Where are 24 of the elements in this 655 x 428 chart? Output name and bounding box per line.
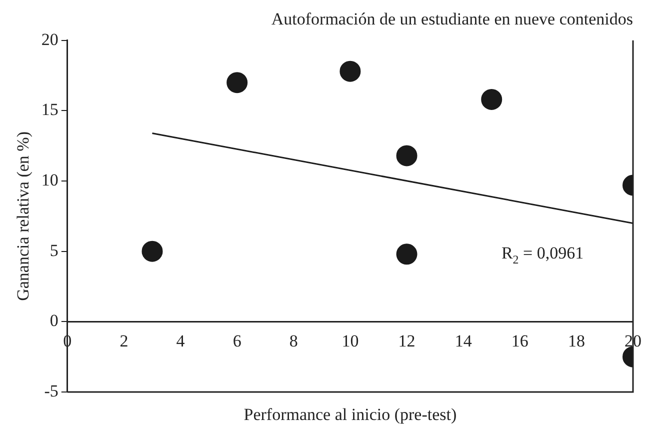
x-tick-label: 8 — [289, 331, 298, 350]
x-tick-label: 18 — [568, 331, 585, 350]
point — [396, 244, 418, 265]
chart-title: Autoformación de un estudiante en nueve contenidos — [271, 10, 633, 29]
y-tick-label: 10 — [41, 170, 58, 190]
point — [142, 240, 163, 262]
y-axis-title: Ganancia relativa (en %) — [14, 131, 33, 301]
y-tick-label: 0 — [50, 311, 58, 330]
point — [481, 88, 502, 110]
point — [396, 145, 418, 166]
x-tick-label: 2 — [120, 331, 128, 350]
x-tick-label: 12 — [398, 331, 416, 350]
x-tick-label: 4 — [176, 331, 186, 350]
y-tick-label: -5 — [44, 381, 58, 400]
point — [226, 72, 248, 94]
x-axis-title: Performance al inicio (pre-test) — [244, 405, 457, 424]
y-tick-label: 5 — [50, 240, 58, 260]
y-tick-label: 15 — [41, 100, 58, 120]
x-tick-label: 16 — [511, 331, 528, 350]
point — [340, 60, 361, 82]
x-tick-label: 6 — [232, 331, 242, 350]
y-tick-label: 20 — [41, 30, 58, 49]
x-tick-label: 10 — [342, 331, 359, 350]
x-tick-label: 14 — [454, 331, 472, 350]
